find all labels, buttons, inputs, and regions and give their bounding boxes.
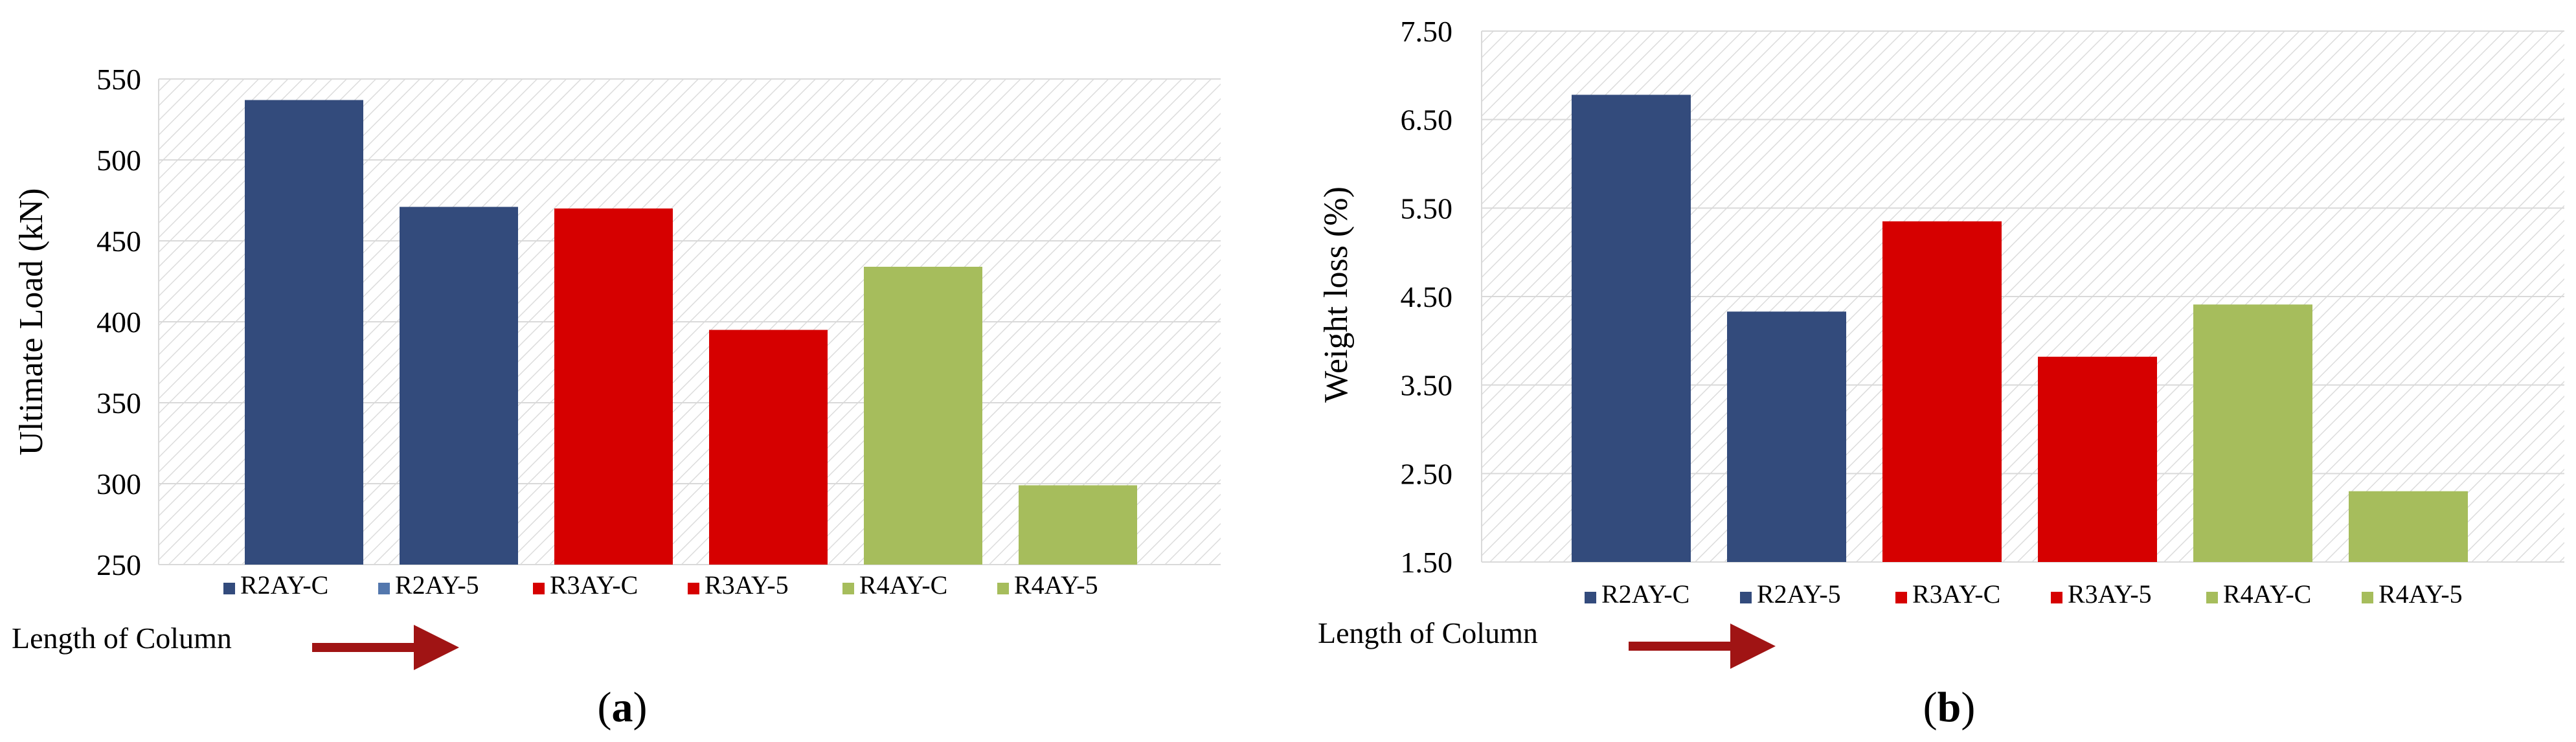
legend-swatch [2206, 592, 2218, 603]
legend-entry: R2AY-C [1601, 579, 1689, 609]
length-annotation: Length of Column [1318, 616, 1538, 649]
legend-entry: R3AY-5 [2068, 579, 2152, 609]
y-tick-labels: 1.50 2.50 3.50 4.50 5.50 6.50 7.50 [1401, 15, 1453, 579]
legend-entry: R4AY-C [859, 570, 947, 600]
bar-r4ay-5 [1019, 485, 1137, 565]
y-tick-label: 4.50 [1401, 280, 1453, 313]
legend-swatch [997, 583, 1009, 594]
panel-label-b: (b) [1923, 684, 1976, 731]
legend-swatch [2362, 592, 2373, 603]
bar-r3ay-c [1882, 221, 2002, 562]
legend-swatch [2051, 592, 2062, 603]
bar-r4ay-5 [2349, 491, 2468, 562]
legend-entry: R4AY-5 [2378, 579, 2463, 609]
legend-entry: R2AY-5 [395, 570, 479, 600]
y-axis-label: Ultimate Load (kN) [13, 188, 50, 456]
bars [245, 100, 1137, 565]
bar-r3ay-5 [709, 330, 828, 565]
legend-entry: R2AY-5 [1757, 579, 1841, 609]
legend-swatch [223, 583, 235, 594]
legend-entry: R3AY-C [550, 570, 638, 600]
legend-swatch [842, 583, 854, 594]
y-tick-label: 7.50 [1401, 15, 1453, 48]
bar-r4ay-c [864, 267, 982, 565]
legend: R2AY-C R2AY-5 R3AY-C R3AY-5 R4AY-C R4AY-5 [223, 570, 1098, 600]
y-tick-label: 500 [96, 144, 141, 177]
length-annotation: Length of Column [12, 622, 232, 655]
bar-r3ay-c [554, 208, 673, 565]
bar-r2ay-5 [400, 207, 518, 565]
legend-swatch [1740, 592, 1752, 603]
bar-r3ay-5 [2038, 356, 2157, 562]
y-tick-label: 350 [96, 387, 141, 420]
y-axis-label: Weight loss (%) [1318, 186, 1355, 403]
legend: R2AY-C R2AY-5 R3AY-C R3AY-5 R4AY-C R4AY-5 [1585, 579, 2463, 609]
legend-swatch [533, 583, 545, 594]
y-tick-label: 300 [96, 467, 141, 500]
y-tick-labels: 250 300 350 400 450 500 550 [96, 63, 141, 581]
chart-weight-loss: 1.50 2.50 3.50 4.50 5.50 6.50 7.50 Weight loss… [1318, 15, 2564, 731]
bar-r2ay-c [245, 100, 363, 565]
bar-r2ay-c [1572, 95, 1691, 562]
y-tick-label: 250 [96, 548, 141, 581]
legend-swatch [688, 583, 699, 594]
y-tick-label: 5.50 [1401, 192, 1453, 225]
y-tick-label: 3.50 [1401, 369, 1453, 402]
chart-ultimate-load: 250 300 350 400 450 500 550 Ultimate Load (kN)… [12, 63, 1221, 731]
legend-entry: R3AY-C [1912, 579, 2000, 609]
legend-entry: R4AY-C [2223, 579, 2311, 609]
y-tick-label: 2.50 [1401, 457, 1453, 490]
legend-entry: R4AY-5 [1014, 570, 1098, 600]
legend-swatch [1585, 592, 1596, 603]
y-tick-label: 400 [96, 306, 141, 339]
y-tick-label: 450 [96, 225, 141, 258]
bar-r4ay-c [2193, 304, 2312, 562]
y-tick-label: 550 [96, 63, 141, 96]
legend-swatch [1895, 592, 1907, 603]
bars [1572, 95, 2468, 562]
panel-label-a: (a) [598, 684, 648, 731]
y-tick-label: 6.50 [1401, 104, 1453, 137]
legend-entry: R2AY-C [240, 570, 328, 600]
y-tick-label: 1.50 [1401, 546, 1453, 579]
legend-swatch [378, 583, 390, 594]
legend-entry: R3AY-5 [705, 570, 789, 600]
bar-r2ay-5 [1727, 311, 1846, 562]
